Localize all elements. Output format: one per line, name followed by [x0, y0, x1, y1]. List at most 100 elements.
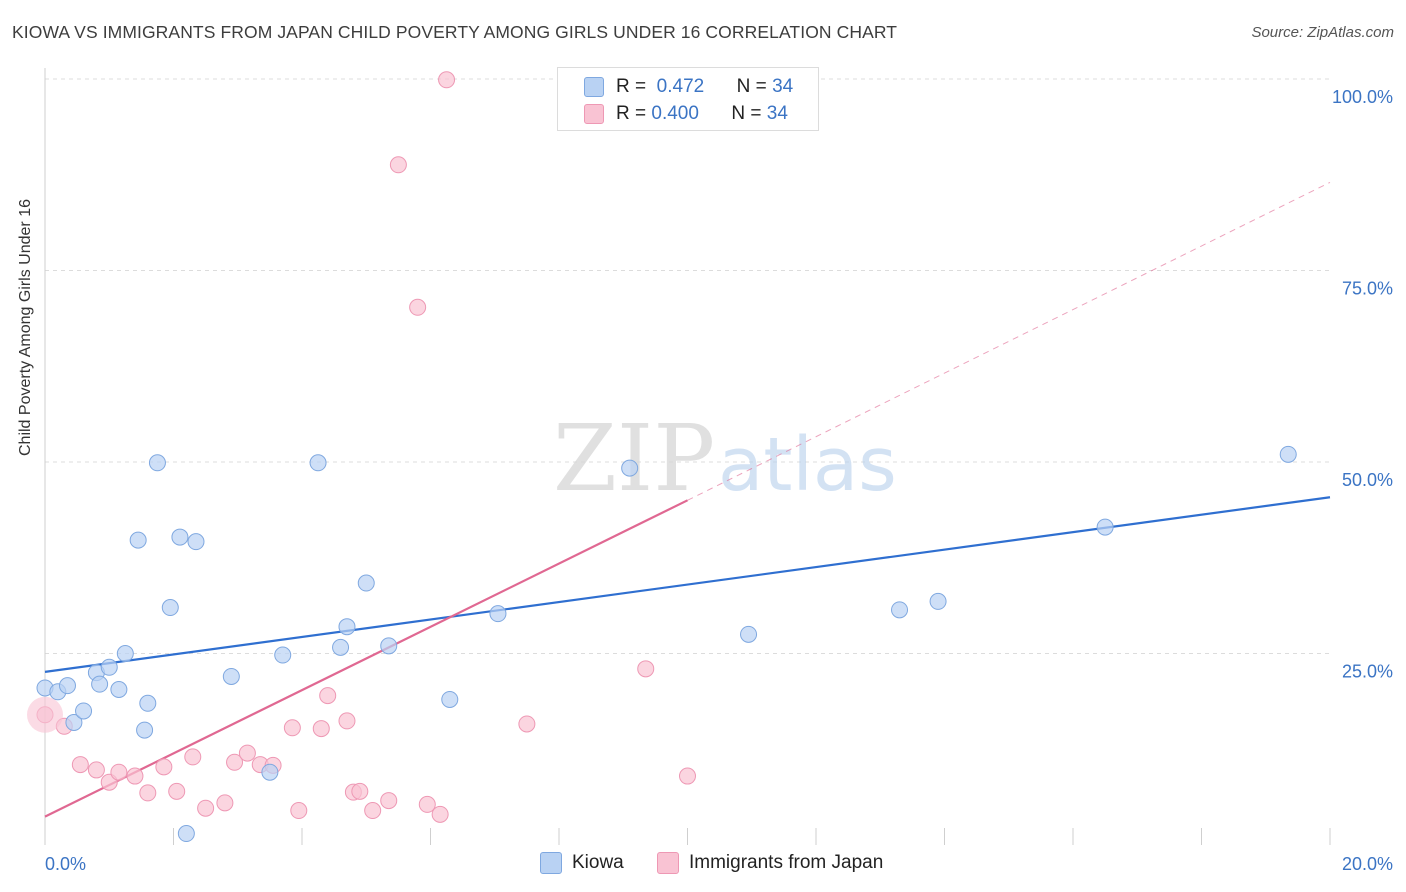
kiowa-point [100, 658, 118, 676]
source-credit: Source: ZipAtlas.com [1251, 24, 1394, 41]
chart-title: KIOWA VS IMMIGRANTS FROM JAPAN CHILD POV… [12, 22, 898, 42]
kiowa-point [136, 721, 154, 739]
legend-item-kiowa[interactable]: Kiowa [540, 852, 624, 874]
japan-point [312, 720, 330, 738]
tick-labels: 25.0% 50.0% 75.0% 100.0% 0.0% 20.0% [45, 87, 1393, 874]
kiowa-point [891, 601, 909, 619]
correlation-legend: R = 0.472 N = 34 R = 0.400 N = 34 [557, 67, 819, 131]
data-points [27, 71, 1297, 843]
japan-point [319, 687, 337, 705]
japan-point [216, 794, 234, 812]
x-tick-label: 0.0% [45, 854, 86, 874]
trend-lines [44, 181, 1331, 818]
kiowa-legend-swatch [540, 852, 562, 874]
japan-point [364, 802, 382, 820]
grid-lines [45, 78, 1330, 654]
y-axis-title: Child Poverty Among Girls Under 16 [17, 199, 34, 456]
kiowa-point [332, 638, 350, 656]
kiowa-point [129, 531, 147, 549]
n-label: N = [731, 103, 762, 124]
japan-point [27, 696, 63, 733]
japan-point [71, 756, 89, 774]
r-label: R = [616, 76, 647, 97]
japan-point [679, 767, 696, 785]
japan-point [518, 715, 536, 733]
legend-item-japan[interactable]: Immigrants from Japan [657, 852, 883, 874]
japan-swatch [584, 104, 604, 124]
y-tick-label: 75.0% [1342, 279, 1393, 299]
japan-trend-extension [687, 181, 1331, 501]
japan-point [409, 298, 427, 316]
kiowa-point [489, 605, 507, 623]
japan-trend-line [44, 499, 688, 818]
kiowa-point [161, 599, 179, 617]
kiowa-point [261, 763, 279, 781]
y-tick-label: 25.0% [1342, 662, 1393, 682]
n-value: 34 [766, 103, 788, 124]
kiowa-point [1096, 518, 1114, 536]
japan-point [168, 782, 186, 800]
japan-legend-swatch [657, 852, 679, 874]
kiowa-point [91, 675, 109, 693]
japan-point [418, 795, 436, 813]
kiowa-point [75, 702, 93, 720]
japan-point [338, 712, 356, 730]
japan-point [155, 758, 173, 776]
kiowa-point [740, 625, 758, 643]
japan-point [380, 792, 398, 810]
watermark-atlas: atlas [718, 422, 897, 508]
kiowa-swatch [584, 77, 604, 97]
series-legend: Kiowa Immigrants from Japan [0, 852, 1406, 878]
watermark-zip: ZIP [553, 405, 715, 512]
japan-point [283, 719, 301, 737]
r-label: R = [616, 103, 647, 124]
japan-point [637, 660, 655, 678]
kiowa-point [309, 454, 327, 472]
y-tick-label: 50.0% [1342, 470, 1393, 490]
japan-point [197, 799, 215, 817]
japan-point [389, 156, 407, 174]
japan-point [184, 748, 202, 766]
kiowa-point [177, 825, 195, 843]
kiowa-trend-line [44, 496, 1331, 673]
kiowa-point [110, 681, 128, 699]
n-label: N = [736, 76, 767, 97]
kiowa-point [380, 637, 398, 655]
japan-point [226, 753, 244, 771]
kiowa-point [116, 645, 134, 662]
kiowa-point [58, 677, 76, 695]
japan-point [351, 782, 369, 800]
legend-row-kiowa: R = 0.472 N = 34 [584, 74, 793, 100]
japan-point [431, 805, 449, 823]
japan-point [139, 784, 157, 802]
y-tick-label: 100.0% [1332, 87, 1393, 107]
x-tick-label: 20.0% [1342, 854, 1393, 874]
japan-point [87, 761, 105, 779]
kiowa-point [148, 454, 166, 472]
kiowa-point [274, 646, 292, 664]
legend-row-japan: R = 0.400 N = 34 [584, 101, 788, 127]
kiowa-point [187, 533, 205, 551]
kiowa-point [338, 618, 356, 636]
legend-label-japan: Immigrants from Japan [689, 852, 884, 873]
kiowa-point [441, 690, 459, 708]
r-value: 0.472 [656, 76, 705, 97]
japan-point [438, 71, 456, 89]
r-value: 0.400 [651, 103, 699, 124]
japan-point [290, 802, 308, 820]
legend-label-kiowa: Kiowa [572, 852, 624, 873]
japan-point [126, 767, 144, 785]
kiowa-point [1279, 445, 1297, 463]
kiowa-point [171, 528, 189, 546]
kiowa-point [929, 592, 947, 610]
kiowa-point [65, 713, 83, 731]
kiowa-point [222, 667, 240, 685]
watermark: ZIP atlas [553, 405, 897, 512]
japan-point [238, 744, 256, 762]
n-value: 34 [772, 76, 794, 97]
japan-point [110, 763, 128, 781]
kiowa-point [357, 574, 375, 592]
kiowa-point [139, 694, 157, 712]
kiowa-point [621, 459, 639, 477]
